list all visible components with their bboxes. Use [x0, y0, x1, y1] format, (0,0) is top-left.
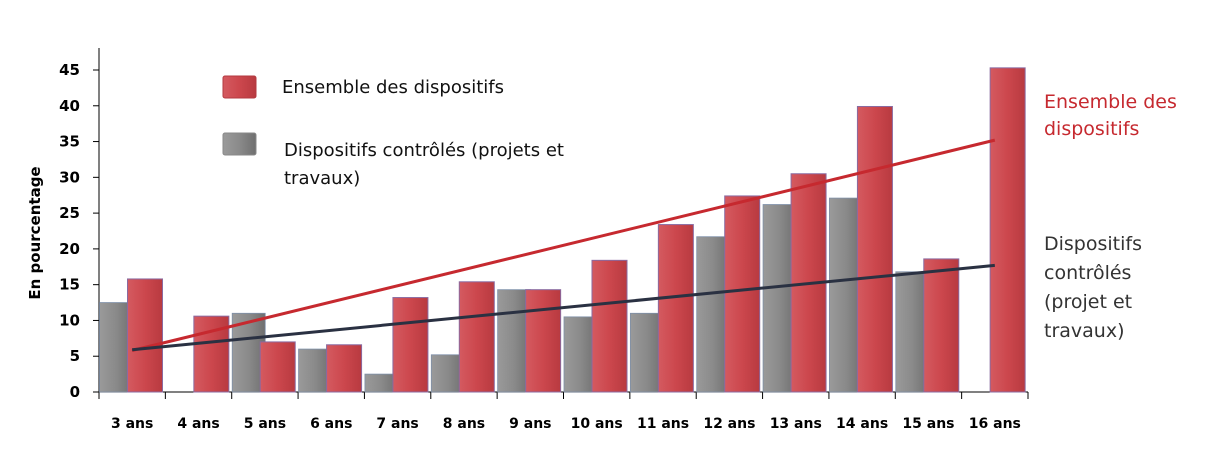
x-tick-label: 5 ans	[244, 416, 286, 432]
bar-ensemble	[525, 289, 562, 393]
bars	[99, 67, 1026, 393]
y-tick-label: 0	[70, 383, 80, 401]
x-tick-label: 8 ans	[443, 416, 485, 432]
legend-label-controles: Dispositifs contrôlés (projets et	[284, 140, 564, 161]
x-tick-label: 12 ans	[703, 416, 755, 432]
y-tick-label: 10	[59, 311, 80, 329]
legend-label-controles: travaux)	[284, 168, 360, 189]
annotation-controles: Dispositifs	[1044, 233, 1142, 255]
bar-ensemble	[657, 224, 694, 393]
y-tick-label: 5	[70, 347, 80, 365]
y-tick-label: 30	[59, 168, 80, 186]
bar-ensemble	[856, 105, 893, 393]
legend-label-ensemble: Ensemble des dispositifs	[282, 77, 504, 98]
bar-ensemble	[127, 278, 163, 393]
bar-ensemble	[989, 67, 1026, 393]
x-axis: 3 ans 4 ans 5 ans 6 ans 7 ans 8 ans 9 ans 10 an…	[98, 391, 1029, 432]
x-tick-label: 9 ans	[509, 416, 551, 432]
trendlines	[131, 138, 996, 352]
y-tick-label: 40	[59, 97, 80, 115]
bar-ensemble	[724, 195, 761, 393]
bar-ensemble	[458, 281, 495, 393]
x-tick-label: 6 ans	[310, 416, 352, 432]
trend-annotations: Ensemble des dispositifs Dispositifs contrô…	[1044, 91, 1177, 342]
legend-swatch-controles	[222, 132, 257, 156]
trendline	[132, 263, 995, 352]
bar-ensemble	[591, 259, 628, 393]
legend-swatch-ensemble	[222, 75, 257, 99]
annotation-controles: (projet et	[1044, 291, 1132, 313]
y-tick-label: 15	[59, 276, 80, 294]
annotation-controles: travaux)	[1044, 320, 1125, 342]
bar-ensemble	[923, 258, 960, 393]
x-tick-label: 13 ans	[770, 416, 822, 432]
x-tick-label: 11 ans	[637, 416, 689, 432]
legend: Ensemble des dispositifs Dispositifs cont…	[222, 75, 564, 189]
x-tick-label: 16 ans	[969, 416, 1021, 432]
y-axis-label: En pourcentage	[26, 166, 44, 299]
x-tick-label: 7 ans	[376, 416, 418, 432]
bar-controles	[497, 289, 532, 393]
y-tick-label: 35	[59, 133, 80, 151]
x-tick-label: 4 ans	[177, 416, 219, 432]
y-tick-label: 25	[59, 204, 80, 222]
bar-ensemble	[326, 344, 363, 393]
y-axis: 0 5 10 15 20 25 30 35 40 45	[59, 48, 100, 401]
x-tick-label: 10 ans	[571, 416, 623, 432]
annotation-ensemble: Ensemble des	[1044, 91, 1177, 113]
annotation-controles: contrôlés	[1044, 262, 1131, 284]
x-tick-label: 15 ans	[902, 416, 954, 432]
bar-ensemble	[259, 341, 296, 393]
y-tick-label: 45	[59, 61, 80, 79]
x-tick-label: 3 ans	[111, 416, 153, 432]
bar-ensemble	[392, 297, 429, 393]
annotation-ensemble: dispositifs	[1044, 118, 1139, 140]
y-tick-label: 20	[59, 240, 80, 258]
trendline	[131, 138, 996, 352]
x-tick-label: 14 ans	[836, 416, 888, 432]
